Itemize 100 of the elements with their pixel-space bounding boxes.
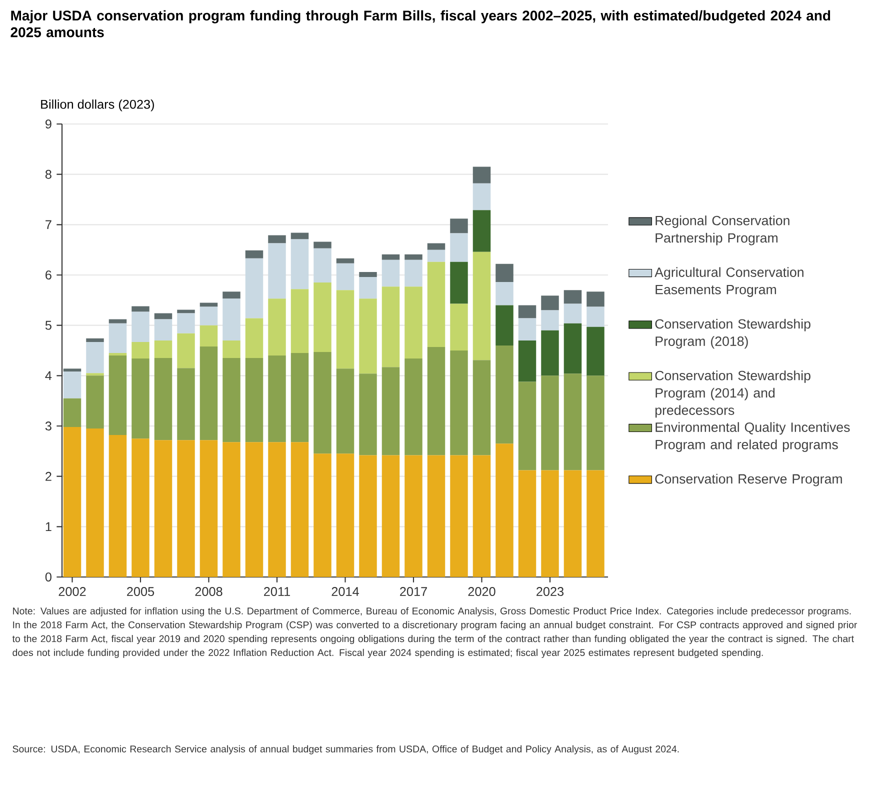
bar <box>564 374 582 470</box>
bar <box>132 306 150 312</box>
bar <box>245 258 264 318</box>
bar <box>541 296 559 310</box>
bar <box>290 353 309 442</box>
bar <box>496 264 514 282</box>
bar <box>314 248 332 283</box>
bar <box>200 346 218 440</box>
bar <box>177 310 195 314</box>
legend-label: Conservation Stewardship Program (2014) and predecessors <box>655 370 810 418</box>
y-tick-label: 9 <box>46 120 52 128</box>
bar <box>314 242 332 248</box>
bar <box>177 368 195 440</box>
bar <box>541 470 559 577</box>
bar <box>245 442 264 577</box>
bar <box>63 398 82 428</box>
bar <box>450 218 468 234</box>
y-tick-label: 5 <box>45 320 52 330</box>
y-tick-label: 2 <box>46 472 52 481</box>
bar <box>336 258 354 264</box>
bar <box>427 455 446 577</box>
bar <box>200 440 218 577</box>
bar <box>404 358 422 456</box>
legend-label: Conservation Reserve Program <box>655 474 842 486</box>
bar <box>586 292 604 307</box>
bar <box>541 330 559 376</box>
bar <box>450 304 468 350</box>
bar <box>427 250 446 262</box>
bar <box>108 323 127 354</box>
bar <box>268 235 286 244</box>
bar <box>314 352 332 454</box>
bar <box>86 428 104 577</box>
bar <box>586 306 604 327</box>
bar <box>108 353 127 356</box>
bar <box>472 455 491 577</box>
bar <box>86 338 104 342</box>
bar <box>359 277 377 299</box>
bar <box>359 298 377 374</box>
bar <box>132 438 150 577</box>
bar <box>541 376 559 470</box>
bar <box>427 346 446 456</box>
bar <box>108 435 127 577</box>
bar <box>382 260 400 287</box>
bar <box>268 298 286 356</box>
bar <box>290 442 309 577</box>
y-tick-label: 7 <box>46 220 52 230</box>
bar <box>496 282 514 306</box>
y-tick-label: 6 <box>46 270 52 280</box>
bar <box>290 239 309 290</box>
y-tick-label: 4 <box>45 371 52 380</box>
bar <box>336 263 354 290</box>
bar <box>63 427 82 577</box>
bar <box>450 233 468 262</box>
chart-title: Major USDA conservation program funding through Farm Bills, fiscal years 2002–2025, with estimated/budgeted 2024 and 2025 amounts <box>10 10 830 38</box>
x-tick-label: 2002 <box>58 587 86 596</box>
bar <box>200 306 218 326</box>
y-axis-title: Billion dollars (2023) <box>41 99 154 112</box>
bar <box>200 325 218 346</box>
bar <box>222 442 240 577</box>
x-tick-label: 2014 <box>332 587 359 596</box>
x-tick-label: 2005 <box>127 587 154 596</box>
x-tick-label: 2023 <box>536 587 564 596</box>
bar <box>359 455 377 577</box>
bar <box>564 470 582 577</box>
bar <box>336 454 354 577</box>
bar <box>222 292 240 299</box>
bar <box>586 326 604 376</box>
bar <box>382 455 400 577</box>
bar <box>541 310 559 330</box>
y-tick-label: 3 <box>45 422 52 430</box>
bar <box>404 260 422 287</box>
x-tick-label: 2017 <box>400 587 427 596</box>
bar <box>245 318 264 358</box>
bar <box>518 318 536 340</box>
legend-label: Regional Conservation Partnership Program <box>656 216 790 246</box>
bar <box>314 282 332 352</box>
bar <box>496 305 514 346</box>
bar <box>154 319 172 340</box>
bar <box>450 350 468 456</box>
bar <box>245 358 264 442</box>
y-tick-label: 8 <box>45 170 52 179</box>
bar <box>427 243 446 250</box>
bar <box>108 356 127 436</box>
bar <box>177 313 195 334</box>
bar <box>154 313 172 320</box>
bar <box>564 304 582 324</box>
bar <box>177 333 195 368</box>
bar <box>496 444 514 577</box>
bar <box>564 323 582 374</box>
bar <box>245 250 264 258</box>
bar <box>154 358 172 440</box>
bar <box>359 272 377 278</box>
bar <box>268 356 286 442</box>
bar <box>427 262 446 347</box>
bar <box>268 243 286 299</box>
bar <box>222 358 240 442</box>
bar <box>177 440 195 577</box>
bar <box>518 340 536 382</box>
bar <box>472 166 491 184</box>
legend-label: Conservation Stewardship Program (2018) <box>655 318 810 349</box>
